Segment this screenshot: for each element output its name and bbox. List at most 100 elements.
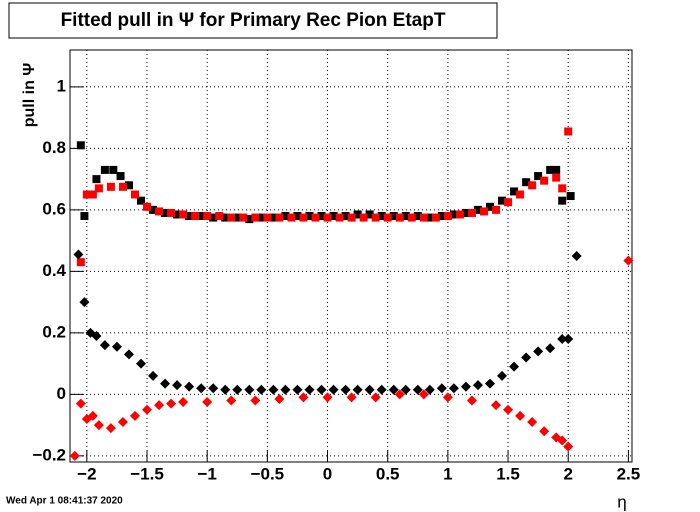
square-marker bbox=[161, 208, 170, 217]
y-tick-label: 0.6 bbox=[42, 199, 66, 218]
square-marker bbox=[534, 172, 543, 181]
diamond-marker bbox=[79, 297, 90, 308]
square-marker bbox=[293, 212, 302, 221]
square-marker bbox=[173, 210, 182, 219]
square-marker bbox=[215, 212, 224, 221]
diamond-marker bbox=[503, 404, 514, 415]
diamond-marker bbox=[268, 384, 279, 395]
diamond-marker bbox=[418, 389, 429, 400]
diamond-marker bbox=[557, 435, 568, 446]
x-tick-label: −2 bbox=[77, 464, 96, 483]
diamond-marker bbox=[527, 417, 538, 428]
x-tick-label: 0.5 bbox=[376, 464, 400, 483]
square-marker bbox=[365, 210, 374, 219]
diamond-marker bbox=[509, 361, 520, 372]
square-marker bbox=[359, 213, 368, 222]
square-marker bbox=[329, 212, 338, 221]
y-tick-label: −0.2 bbox=[32, 445, 66, 464]
square-marker bbox=[437, 212, 446, 221]
x-tick-label: 1 bbox=[443, 464, 452, 483]
diamond-marker bbox=[346, 392, 357, 403]
square-marker bbox=[227, 213, 236, 222]
diamond-marker bbox=[220, 384, 231, 395]
square-marker bbox=[401, 212, 410, 221]
y-tick-label: 1 bbox=[57, 76, 66, 95]
square-marker bbox=[473, 205, 482, 214]
square-marker bbox=[80, 212, 89, 221]
square-marker bbox=[251, 213, 260, 222]
diamond-marker bbox=[160, 378, 171, 389]
diamond-marker bbox=[91, 330, 102, 341]
diamond-marker bbox=[117, 417, 128, 428]
y-tick-label: 0.4 bbox=[42, 261, 66, 280]
diamond-marker bbox=[388, 384, 399, 395]
square-marker bbox=[552, 165, 561, 174]
diamond-marker bbox=[497, 370, 508, 381]
diamond-marker bbox=[93, 420, 104, 431]
diamond-marker bbox=[123, 349, 134, 360]
diamond-marker bbox=[424, 384, 435, 395]
square-marker bbox=[546, 165, 555, 174]
square-marker bbox=[377, 212, 386, 221]
square-marker bbox=[239, 213, 248, 222]
square-marker bbox=[305, 212, 314, 221]
diamond-marker bbox=[184, 381, 195, 392]
diamond-marker bbox=[460, 381, 471, 392]
square-marker bbox=[413, 212, 422, 221]
square-marker bbox=[100, 165, 109, 174]
square-marker bbox=[269, 213, 278, 222]
diamond-marker bbox=[226, 395, 237, 406]
square-marker bbox=[558, 184, 567, 193]
diamond-marker bbox=[400, 384, 411, 395]
square-marker bbox=[88, 190, 97, 199]
diamond-marker bbox=[521, 352, 532, 363]
square-marker bbox=[275, 213, 284, 222]
square-marker bbox=[287, 213, 296, 222]
diamond-marker bbox=[166, 398, 177, 409]
square-marker bbox=[467, 208, 476, 217]
x-tick-label: 0 bbox=[323, 464, 332, 483]
diamond-marker bbox=[545, 343, 556, 354]
square-marker bbox=[281, 212, 290, 221]
x-tick-label: 1.5 bbox=[496, 464, 520, 483]
square-marker bbox=[130, 190, 139, 199]
square-marker bbox=[341, 212, 350, 221]
square-marker bbox=[143, 202, 152, 211]
square-marker bbox=[335, 213, 344, 222]
diamond-marker bbox=[328, 384, 339, 395]
diamond-marker bbox=[376, 384, 387, 395]
square-marker bbox=[233, 213, 242, 222]
diamond-marker bbox=[142, 404, 153, 415]
x-axis-label: η bbox=[617, 492, 626, 511]
diamond-marker bbox=[75, 398, 86, 409]
square-marker bbox=[124, 181, 133, 190]
x-tick-label: −1 bbox=[197, 464, 216, 483]
diamond-marker bbox=[232, 384, 243, 395]
diamond-marker bbox=[484, 378, 495, 389]
diamond-marker bbox=[292, 384, 303, 395]
diamond-marker bbox=[394, 389, 405, 400]
square-marker bbox=[552, 173, 561, 182]
diamond-marker bbox=[256, 384, 267, 395]
diamond-marker bbox=[515, 410, 526, 421]
square-marker bbox=[371, 213, 380, 222]
diamond-marker bbox=[316, 384, 327, 395]
diamond-marker bbox=[111, 341, 122, 352]
diamond-marker bbox=[563, 334, 574, 345]
diamond-marker bbox=[466, 395, 477, 406]
square-marker bbox=[106, 182, 115, 191]
square-marker bbox=[191, 212, 200, 221]
chart-title: Fitted pull in Ψ for Primary Rec Pion Et… bbox=[61, 10, 446, 31]
y-axis-label: pull in Ψ bbox=[21, 63, 38, 128]
square-marker bbox=[263, 213, 272, 222]
square-marker bbox=[137, 196, 146, 205]
square-marker bbox=[449, 210, 458, 219]
diamond-marker bbox=[244, 384, 255, 395]
square-marker bbox=[167, 208, 176, 217]
diamond-marker bbox=[298, 392, 309, 403]
diamond-marker bbox=[370, 392, 381, 403]
diamond-marker bbox=[491, 400, 502, 411]
square-marker bbox=[197, 212, 206, 221]
square-marker bbox=[419, 213, 428, 222]
